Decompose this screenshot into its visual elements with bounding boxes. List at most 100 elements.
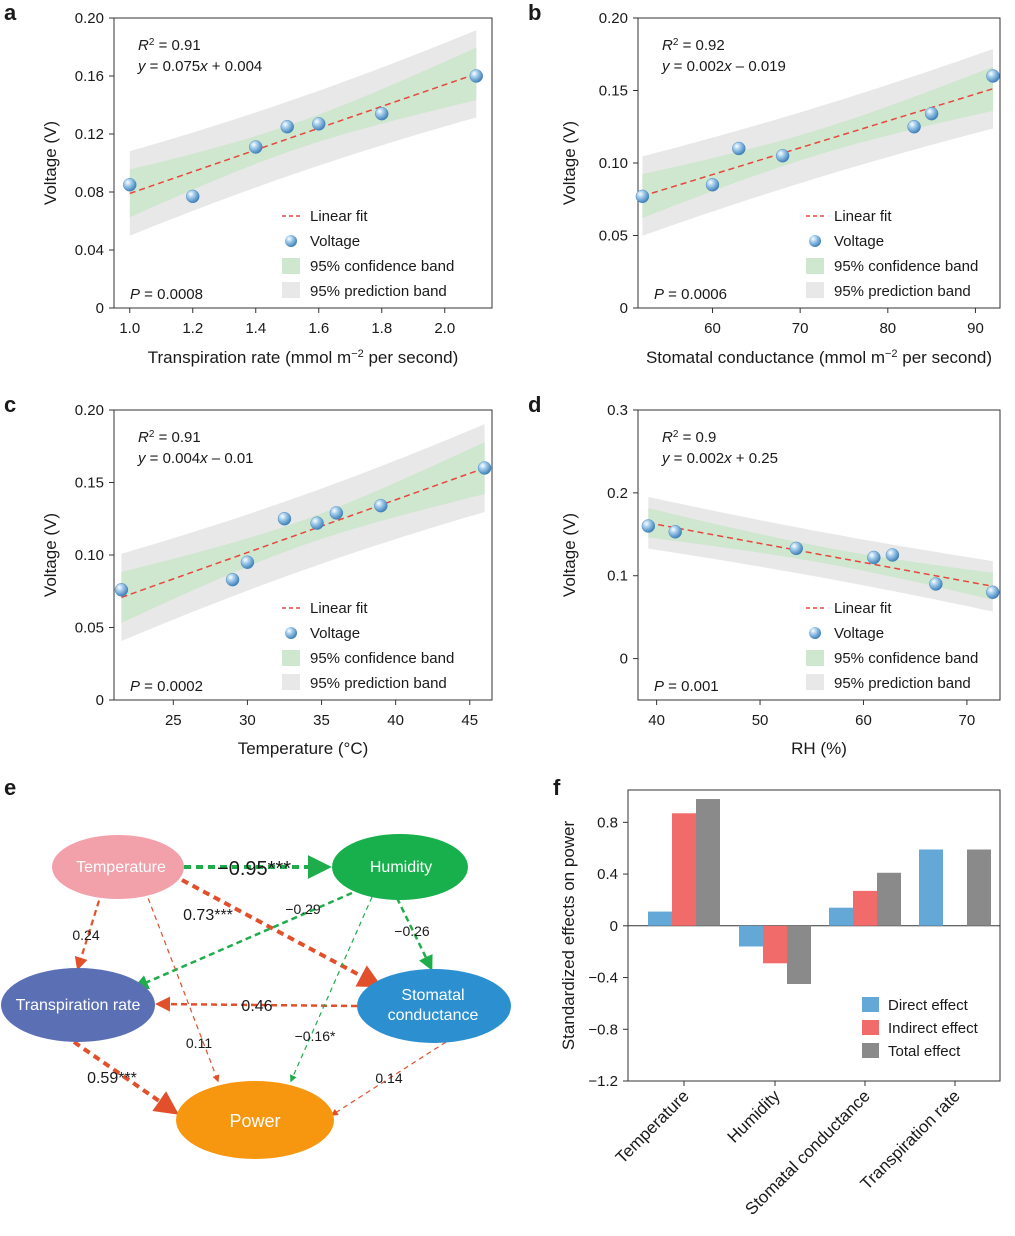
node-power [176, 1081, 334, 1159]
legend-swatch [862, 997, 879, 1012]
p-value-label: P = 0.0002 [130, 678, 203, 695]
bar-direct-effect [829, 907, 853, 926]
node-temperature [52, 835, 184, 899]
y-tick-label: 0.10 [75, 547, 104, 564]
y-tick-label: 0.20 [75, 402, 104, 419]
p-value-label: P = 0.0008 [130, 286, 203, 303]
y-tick-label: 0.15 [75, 475, 104, 492]
edge-label-temp-power: 0.11 [186, 1035, 212, 1051]
data-point [375, 106, 389, 121]
edge-label-temp-stomatal: 0.73*** [183, 907, 233, 924]
sem-diagram: Temperature Humidity Transpiration rate … [1, 834, 511, 1159]
legend-label: 95% prediction band [834, 675, 971, 692]
data-point [225, 572, 240, 587]
legend-label: Voltage [834, 233, 884, 250]
edge-label-humidity-transp: −0.29 [285, 901, 321, 917]
legend-label: Total effect [888, 1043, 961, 1060]
data-point [186, 189, 200, 204]
x-tick-label: 50 [752, 712, 769, 729]
x-tick-label: 70 [792, 320, 809, 337]
legend-label: 95% prediction band [310, 283, 447, 300]
bar-total-effect [877, 872, 901, 926]
r-squared-label: R2 = 0.91 [138, 37, 201, 55]
legend-pred-swatch [282, 282, 300, 298]
r-squared-label: R2 = 0.91 [138, 429, 201, 447]
y-tick-label: 0 [96, 300, 104, 317]
linear-fit-line [129, 73, 477, 195]
data-point [277, 512, 292, 526]
data-point [929, 577, 943, 591]
legend-label: Linear fit [834, 600, 892, 617]
bar-direct-effect [919, 849, 943, 926]
edge-humidity-stomatal [395, 897, 433, 971]
x-tick-label: 25 [165, 712, 182, 729]
x-tick-label: 60 [855, 712, 872, 729]
edge-temp-transp [74, 890, 104, 971]
x-tick-label: 1.6 [308, 320, 329, 337]
x-tick-label: 30 [239, 712, 256, 729]
node-stomatal-label-1: Stomatal [401, 987, 464, 1004]
x-tick-label: 70 [959, 712, 976, 729]
confidence-band [129, 47, 477, 218]
x-tick-label: 60 [704, 320, 721, 337]
legend-point-swatch [285, 627, 297, 639]
legend-label: 95% confidence band [834, 650, 978, 667]
edge-label-temp-humidity: −0.95*** [217, 858, 291, 880]
edge-label-transp-power: 0.59*** [87, 1070, 137, 1087]
node-transpiration [1, 968, 155, 1042]
legend-point-swatch [285, 235, 297, 247]
linear-fit-line [121, 467, 485, 599]
data-point [374, 499, 388, 513]
y-axis-label: Voltage (V) [41, 121, 60, 205]
scatter-panel-a: 0 0.04 0.08 0.12 0.16 0.20 1.0 1.2 1.4 1.6 1.8 2.0 T… [41, 10, 493, 367]
legend-label: Linear fit [310, 208, 368, 225]
edge-transp-power [72, 1040, 179, 1115]
y-tick-label: 0 [620, 651, 628, 668]
panel-letter-e: e [4, 775, 16, 800]
edge-label-temp-transp: 0.24 [72, 927, 99, 943]
data-point [789, 541, 803, 556]
node-humidity [332, 834, 468, 900]
x-axis-label: Temperature (°C) [238, 739, 369, 758]
fit-equation: y = 0.002x + 0.25 [661, 450, 778, 467]
category-label: Transpiration rate [857, 1086, 964, 1193]
data-point [775, 149, 790, 163]
bar-direct-effect [648, 911, 672, 926]
y-tick-label: 0.12 [75, 126, 104, 143]
bar-indirect-effect [763, 925, 787, 964]
x-tick-label: 80 [879, 320, 896, 337]
x-tick-label: 1.0 [119, 320, 140, 337]
node-humidity-label: Humidity [370, 859, 432, 876]
legend-label: Direct effect [888, 997, 969, 1014]
data-point [907, 120, 921, 134]
legend-pred-swatch [806, 674, 824, 690]
data-point [240, 555, 255, 569]
data-point [986, 585, 1000, 599]
x-axis-label: Transpiration rate (mmol m−2 per second) [148, 348, 458, 367]
legend-point-swatch [809, 235, 821, 247]
bar-total-effect [787, 925, 811, 984]
panel-letter-a: a [4, 0, 17, 25]
legend-label: Voltage [834, 625, 884, 642]
panel-letter-f: f [553, 775, 561, 800]
y-tick-label: 0.3 [607, 402, 628, 419]
edge-label-humidity-stomatal: −0.26 [394, 923, 430, 939]
x-tick-label: 35 [313, 712, 330, 729]
edge-humidity-power [290, 896, 373, 1083]
node-transpiration-label: Transpiration rate [16, 997, 141, 1014]
data-point [469, 69, 483, 83]
data-point [705, 178, 720, 192]
data-point [249, 140, 263, 154]
data-point [641, 519, 656, 533]
y-tick-label: 0 [610, 918, 618, 935]
y-axis-label: Voltage (V) [560, 513, 579, 597]
legend-swatch [862, 1043, 879, 1058]
legend-label: 95% confidence band [834, 258, 978, 275]
x-axis-label: RH (%) [791, 739, 847, 758]
data-point [885, 548, 900, 562]
edge-label-humidity-power: −0.16* [295, 1028, 336, 1044]
legend-label: Voltage [310, 233, 360, 250]
legend-label: Indirect effect [888, 1020, 979, 1037]
data-point [280, 120, 294, 134]
